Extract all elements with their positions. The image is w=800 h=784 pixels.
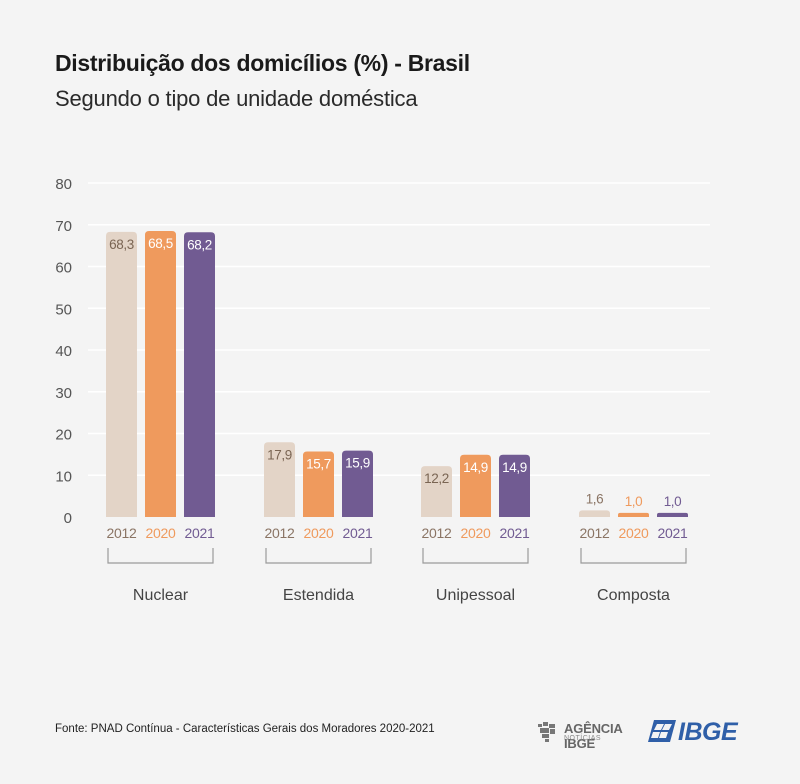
bar-nuclear-2021 — [184, 232, 215, 517]
category-label: Estendida — [283, 587, 354, 604]
x-year-label: 2020 — [304, 525, 334, 541]
x-year-label: 2021 — [658, 525, 688, 541]
category-label: Composta — [597, 587, 670, 604]
bar-estendida-2020 — [303, 451, 334, 517]
y-tick-label: 40 — [55, 343, 72, 360]
bar-nuclear-2012 — [106, 231, 137, 517]
x-year-label: 2012 — [422, 525, 452, 541]
data-label: 68,2 — [187, 237, 212, 252]
y-tick-label: 0 — [64, 510, 72, 527]
y-tick-label: 60 — [55, 260, 72, 277]
bar-unipessoal-2012 — [421, 466, 452, 517]
category-bracket — [265, 548, 372, 564]
x-year-label: 2012 — [265, 525, 295, 541]
y-tick-label: 10 — [55, 468, 72, 485]
category-bracket — [107, 548, 214, 564]
category-bracket — [422, 548, 529, 564]
ibge-logo-text: IBGE — [678, 718, 738, 746]
y-tick-label: 20 — [55, 427, 72, 444]
y-tick-label: 30 — [55, 385, 72, 402]
bar-chart: 0 10 20 30 40 50 60 70 80 68,3 2012 68,5 2020 68,2 202… — [55, 176, 710, 604]
bar-unipessoal-2021 — [499, 454, 530, 517]
agencia-logo-text: AGÊNCIA IBGE — [564, 721, 623, 751]
data-label: 14,9 — [502, 460, 527, 475]
bar-estendida-2021 — [342, 450, 373, 517]
x-year-label: 2012 — [107, 525, 137, 541]
data-label: 1,6 — [586, 491, 604, 506]
data-label: 15,7 — [306, 456, 331, 471]
x-year-label: 2021 — [185, 525, 215, 541]
data-label: 1,0 — [664, 494, 682, 509]
data-label: 15,9 — [345, 456, 370, 471]
bar-nuclear-2020 — [145, 231, 176, 517]
agencia-logo-subtext: NOTÍCIAS — [564, 735, 602, 742]
data-label: 17,9 — [267, 447, 292, 462]
x-year-label: 2012 — [580, 525, 610, 541]
y-tick-label: 50 — [55, 301, 72, 318]
category-bracket — [580, 548, 687, 564]
x-year-label: 2021 — [343, 525, 373, 541]
x-year-label: 2020 — [619, 525, 649, 541]
x-year-label: 2021 — [500, 525, 530, 541]
bar-unipessoal-2020 — [460, 454, 491, 517]
bar-composta-2021 — [657, 512, 688, 517]
x-year-label: 2020 — [146, 525, 176, 541]
data-label: 12,2 — [424, 471, 449, 486]
bar-estendida-2012 — [264, 442, 295, 517]
data-label: 68,5 — [148, 236, 173, 251]
y-tick-label: 80 — [55, 176, 72, 193]
ibge-logo: IBGE — [648, 716, 748, 748]
agencia-ibge-logo: AGÊNCIA IBGE NOTÍCIAS — [536, 718, 646, 751]
y-tick-label: 70 — [55, 218, 72, 235]
source-note: Fonte: PNAD Contínua - Características G… — [55, 723, 435, 735]
category-label: Nuclear — [133, 587, 189, 604]
bar-composta-2012 — [579, 510, 610, 517]
data-label: 14,9 — [463, 460, 488, 475]
chart-title: Distribuição dos domicílios (%) - Brasil — [55, 50, 470, 76]
data-label: 1,0 — [625, 494, 643, 509]
x-year-label: 2020 — [461, 525, 491, 541]
category-label: Unipessoal — [436, 587, 515, 604]
agencia-mark-icon — [538, 722, 555, 742]
data-label: 68,3 — [109, 237, 134, 252]
bar-composta-2020 — [618, 512, 649, 517]
ibge-mark-icon — [648, 720, 676, 742]
chart-subtitle: Segundo o tipo de unidade doméstica — [55, 86, 418, 111]
